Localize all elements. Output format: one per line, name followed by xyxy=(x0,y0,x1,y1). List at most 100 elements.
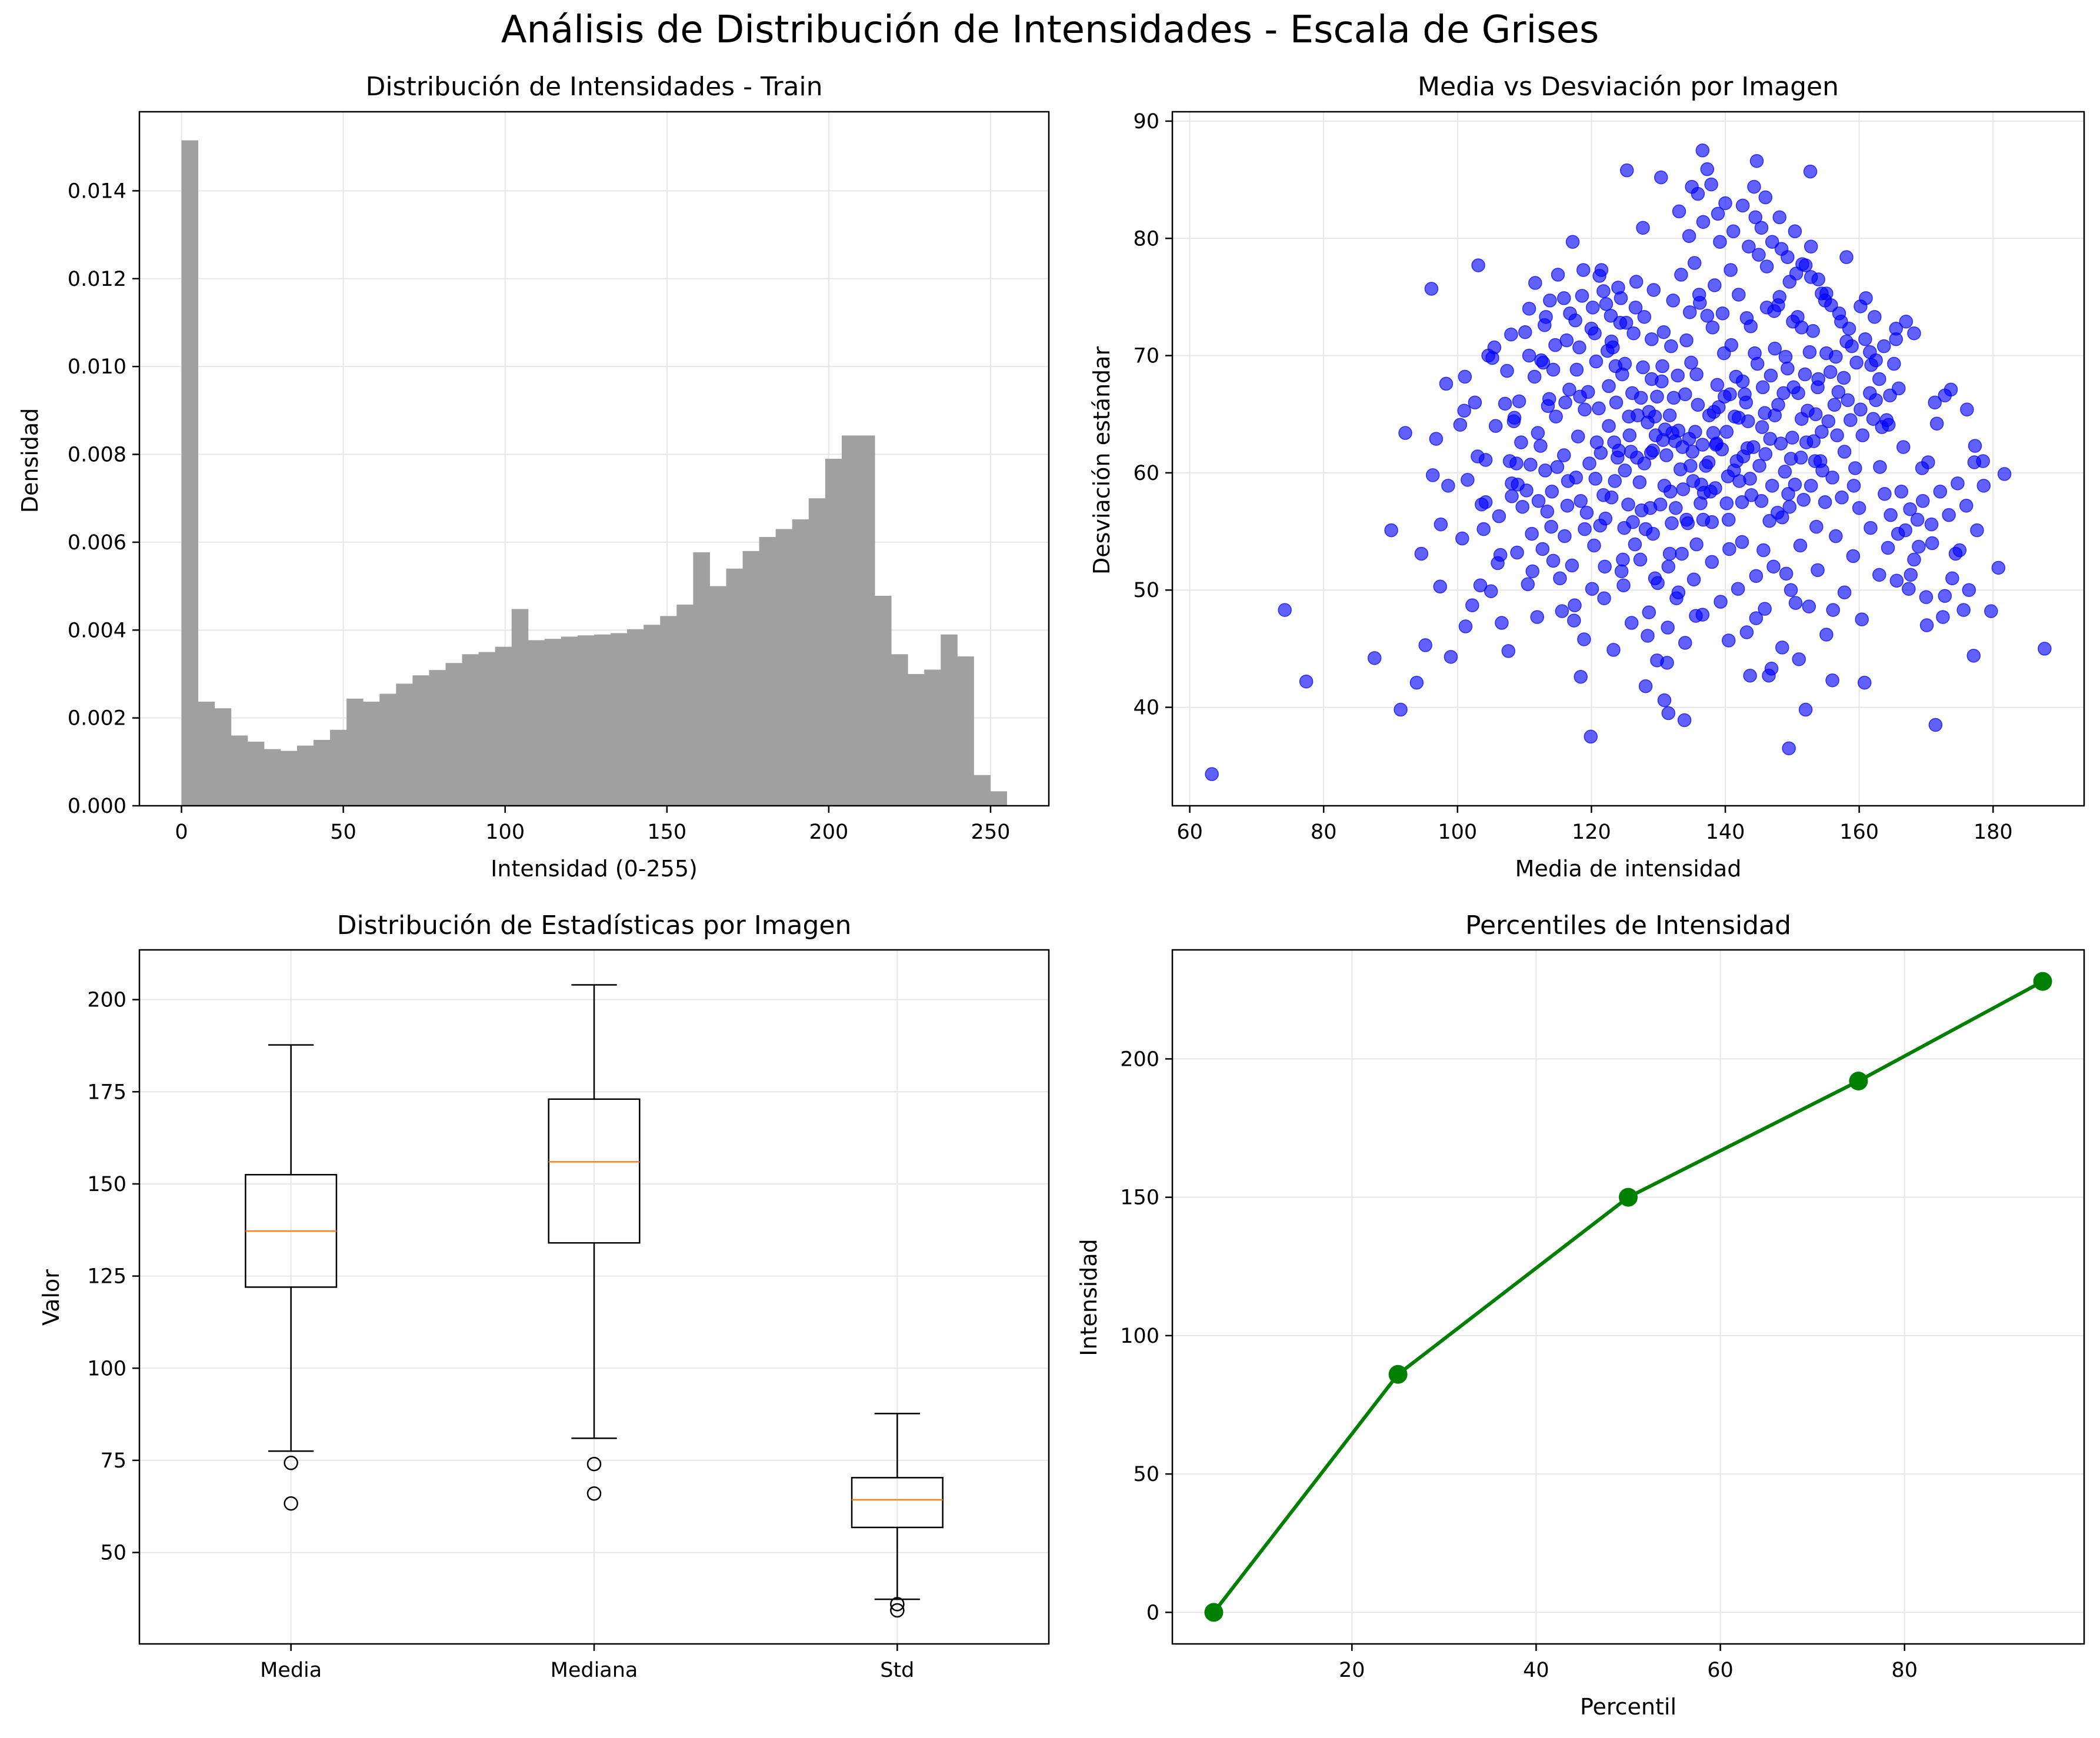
scatter-point xyxy=(1831,385,1846,399)
scatter-point xyxy=(1826,603,1840,617)
scatter-point xyxy=(1636,221,1650,235)
scatter-point xyxy=(1574,669,1588,684)
scatter-point xyxy=(1582,456,1596,471)
scatter-point xyxy=(1809,519,1824,534)
scatter-point xyxy=(1507,411,1522,425)
scatter-point xyxy=(1796,493,1811,507)
scatter-point xyxy=(1798,702,1813,717)
scatter-point xyxy=(1500,363,1514,378)
scatter-point xyxy=(1584,322,1599,336)
scatter-point xyxy=(1664,339,1678,353)
y-tick-label: 200 xyxy=(87,989,126,1012)
scatter-point xyxy=(1530,610,1544,624)
scatter-point xyxy=(1728,409,1742,423)
scatter-point xyxy=(2038,642,2052,656)
scatter-point xyxy=(1205,767,1219,781)
scatter-point xyxy=(1657,693,1672,708)
scatter-point xyxy=(1577,632,1591,646)
scatter-point xyxy=(1723,387,1737,402)
histogram-bar xyxy=(247,741,265,806)
scatter-point xyxy=(1519,483,1534,498)
scatter-point xyxy=(1684,459,1698,473)
scatter-point xyxy=(1465,598,1479,612)
scatter-point xyxy=(1857,675,1872,690)
scatter-point xyxy=(1721,633,1736,648)
scatter-point xyxy=(1646,283,1661,297)
scatter-point xyxy=(1691,186,1705,201)
scatter-point xyxy=(1626,326,1641,341)
scatter-point xyxy=(1722,542,1736,556)
scatter-point xyxy=(1589,435,1604,449)
scatter-point xyxy=(1641,629,1655,643)
percentile-grid xyxy=(1172,950,2084,1644)
x-tick-label: Mediana xyxy=(551,1659,638,1682)
histogram-bar xyxy=(990,791,1007,806)
scatter-point xyxy=(1409,675,1424,690)
scatter-point xyxy=(1650,389,1664,404)
scatter-point xyxy=(1944,382,1958,397)
scatter-point xyxy=(1488,419,1503,433)
scatter-point xyxy=(1676,482,1691,496)
y-tick-label: 50 xyxy=(1133,579,1159,602)
scatter-xlabel: Media de intensidad xyxy=(1515,856,1742,882)
y-tick-label: 0 xyxy=(1146,1601,1159,1624)
scatter-point xyxy=(1598,559,1612,574)
y-tick-label: 50 xyxy=(100,1542,126,1565)
y-tick-label: 0.010 xyxy=(68,355,126,379)
x-tick-label: 250 xyxy=(971,820,1011,844)
scatter-frame xyxy=(1171,111,2085,807)
boxplot-title: Distribución de Estadísticas por Imagen xyxy=(337,910,852,940)
scatter-point xyxy=(1779,566,1794,581)
scatter-point xyxy=(1915,494,1930,508)
scatter-point xyxy=(1884,508,1898,522)
scatter-point xyxy=(1968,439,1982,453)
scatter-point xyxy=(1542,392,1556,406)
x-tick-label: 120 xyxy=(1572,820,1611,844)
scatter-point xyxy=(1550,460,1565,474)
scatter-point xyxy=(1433,579,1447,594)
scatter-point xyxy=(1555,604,1569,618)
scatter-point xyxy=(1819,628,1834,642)
percentile-frame xyxy=(1171,949,2085,1645)
scatter-point xyxy=(1540,504,1555,519)
histogram-bar xyxy=(693,552,710,806)
scatter-point xyxy=(1528,276,1542,290)
scatter-point xyxy=(1661,706,1676,720)
scatter-point xyxy=(1629,275,1644,289)
scatter-point xyxy=(1889,573,1904,588)
scatter-point xyxy=(1666,293,1680,308)
scatter-point xyxy=(1596,284,1611,298)
scatter-point xyxy=(1562,382,1576,397)
y-tick-label: 40 xyxy=(1133,696,1159,720)
scatter-point xyxy=(1756,543,1771,558)
scatter-point xyxy=(1444,650,1458,664)
scatter-point xyxy=(1661,559,1676,574)
scatter-point xyxy=(1546,362,1561,377)
scatter-point xyxy=(1904,568,1918,582)
scatter-point xyxy=(1782,741,1796,756)
scatter-point xyxy=(1793,538,1808,553)
histogram-bar xyxy=(808,498,826,806)
x-tick-label: 80 xyxy=(1891,1659,1918,1682)
scatter-point xyxy=(1782,275,1797,289)
histogram-bar xyxy=(660,616,677,806)
percentile-line xyxy=(1204,972,2052,1622)
scatter-point xyxy=(1461,473,1475,487)
scatter-point xyxy=(1478,495,1493,509)
scatter-points xyxy=(1205,144,2052,781)
histogram-bar xyxy=(891,654,908,806)
scatter-point xyxy=(1525,564,1540,579)
scatter-point xyxy=(1718,196,1732,211)
scatter-point xyxy=(1661,621,1675,635)
scatter-point xyxy=(1744,488,1759,502)
percentile-xlabel: Percentil xyxy=(1580,1694,1676,1720)
scatter-point xyxy=(1565,235,1580,249)
scatter-point xyxy=(1678,636,1692,650)
percentile-point xyxy=(2033,972,2052,991)
scatter-point xyxy=(1498,396,1512,411)
scatter-point xyxy=(1907,326,1921,341)
scatter-point xyxy=(1894,485,1909,499)
scatter-point xyxy=(1739,625,1754,639)
scatter-point xyxy=(1806,434,1821,448)
histogram-bar xyxy=(792,519,809,806)
